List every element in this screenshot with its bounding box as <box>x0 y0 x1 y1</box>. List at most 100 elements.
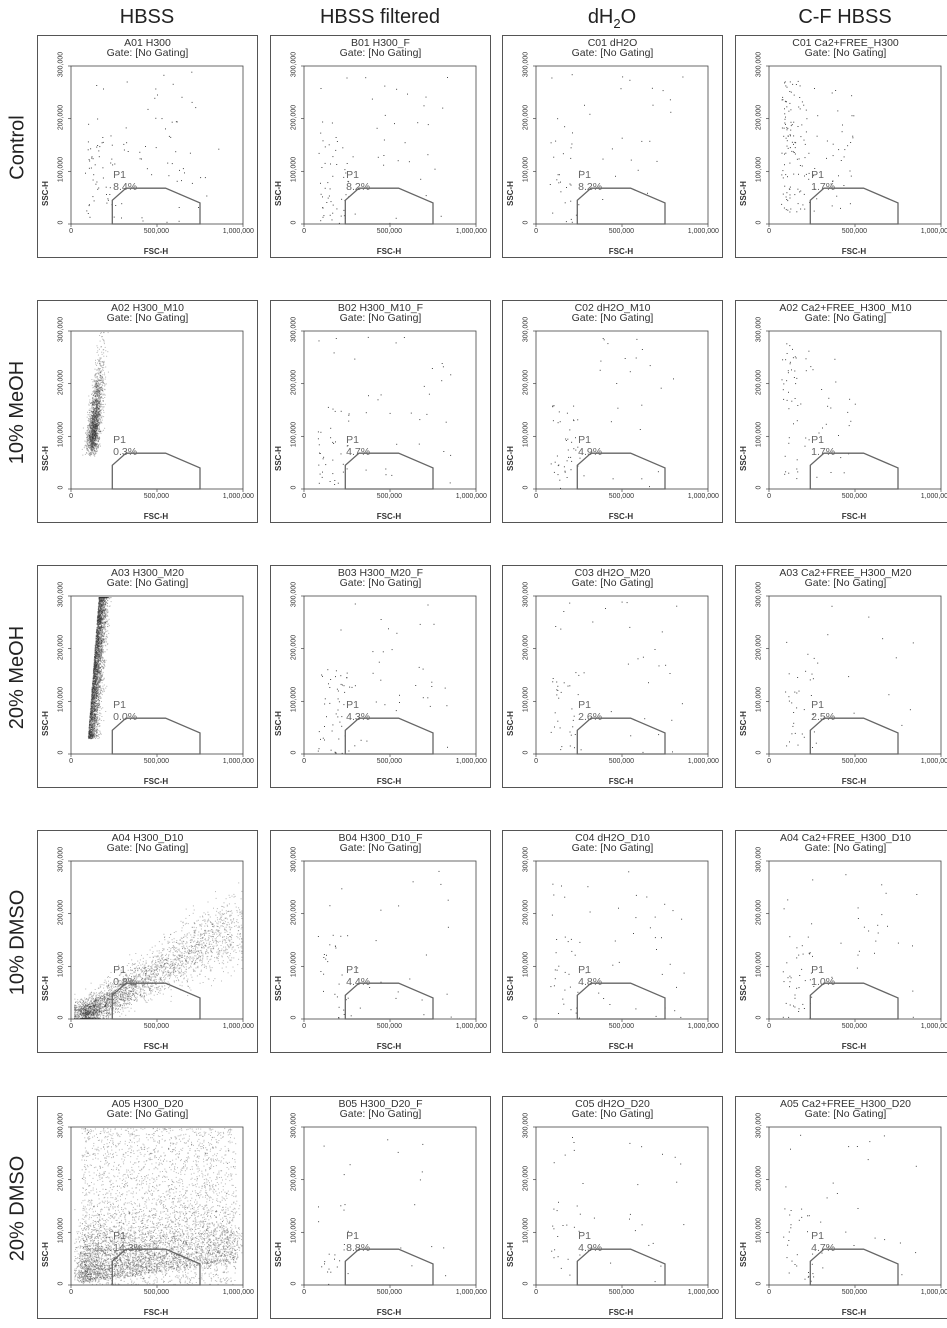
event-point <box>790 130 791 131</box>
x-tick-label: 500,000 <box>842 228 867 235</box>
event-point <box>102 385 103 386</box>
event-point <box>102 400 103 401</box>
gate-p1-polygon <box>345 453 433 489</box>
event-point <box>184 172 185 173</box>
event-point <box>87 412 88 413</box>
event-point <box>827 141 828 142</box>
event-point <box>94 432 95 433</box>
event-point <box>617 408 618 409</box>
event-point <box>91 439 92 440</box>
event-point <box>104 342 105 343</box>
event-point <box>101 413 102 414</box>
event-point <box>99 393 100 394</box>
event-point <box>95 413 96 414</box>
event-point <box>98 386 99 387</box>
event-point <box>105 626 106 627</box>
event-point <box>101 406 102 407</box>
event-point <box>99 370 100 371</box>
event-point <box>787 128 788 129</box>
event-point <box>831 472 832 473</box>
event-point <box>800 191 801 192</box>
event-point <box>790 81 791 82</box>
event-point <box>336 208 337 209</box>
event-point <box>91 422 92 423</box>
event-point <box>330 164 331 165</box>
event-point <box>99 380 100 381</box>
event-point <box>96 726 97 727</box>
event-point <box>99 405 100 406</box>
event-point <box>325 146 326 147</box>
event-point <box>94 386 95 387</box>
event-point <box>787 140 788 141</box>
event-point <box>97 347 98 348</box>
event-point <box>325 188 326 189</box>
event-point <box>94 405 95 406</box>
event-point <box>850 421 851 422</box>
event-point <box>787 353 788 354</box>
event-point <box>320 432 321 433</box>
event-point <box>101 352 102 353</box>
event-point <box>98 420 99 421</box>
event-point <box>789 188 790 189</box>
gate-name: P1 <box>811 169 824 181</box>
event-point <box>96 737 97 738</box>
event-point <box>337 141 338 142</box>
event-point <box>91 450 92 451</box>
event-point <box>426 97 427 98</box>
gate-p1-polygon <box>112 188 200 224</box>
event-point <box>793 423 794 424</box>
event-point <box>106 356 107 357</box>
event-point <box>100 706 101 707</box>
x-tick-label: 1,000,000 <box>456 493 487 500</box>
x-tick-label: 0 <box>534 493 538 500</box>
event-point <box>98 188 99 189</box>
event-point <box>90 148 91 149</box>
event-point <box>806 110 807 111</box>
event-point <box>107 624 108 625</box>
event-point <box>368 395 369 396</box>
event-point <box>789 163 790 164</box>
event-point <box>567 477 568 478</box>
event-point <box>97 350 98 351</box>
event-point <box>424 386 425 387</box>
event-point <box>96 447 97 448</box>
event-point <box>102 388 103 389</box>
event-point <box>104 386 105 387</box>
event-point <box>88 213 89 214</box>
gate-percentage: 4.7% <box>346 446 370 458</box>
event-point <box>90 449 91 450</box>
event-point <box>99 408 100 409</box>
event-point <box>104 642 105 643</box>
event-point <box>88 428 89 429</box>
y-tick-label: 200,000 <box>291 362 298 402</box>
event-point <box>88 421 89 422</box>
event-point <box>99 726 100 727</box>
event-point <box>804 209 805 210</box>
event-point <box>802 166 803 167</box>
event-point <box>93 433 94 434</box>
event-point <box>167 163 168 164</box>
event-point <box>170 137 171 138</box>
event-point <box>783 136 784 137</box>
x-tick-label: 500,000 <box>609 493 634 500</box>
event-point <box>100 690 101 691</box>
event-point <box>140 158 141 159</box>
event-point <box>90 709 91 710</box>
event-point <box>99 395 100 396</box>
event-point <box>95 377 96 378</box>
event-point <box>816 477 817 478</box>
event-point <box>98 373 99 374</box>
event-point <box>95 436 96 437</box>
event-point <box>96 394 97 395</box>
event-point <box>852 137 853 138</box>
event-point <box>787 146 788 147</box>
event-point <box>86 453 87 454</box>
event-point <box>427 154 428 155</box>
event-point <box>90 435 91 436</box>
event-point <box>580 458 581 459</box>
event-point <box>101 679 102 680</box>
event-point <box>101 393 102 394</box>
event-point <box>102 380 103 381</box>
event-point <box>102 694 103 695</box>
event-point <box>100 632 101 633</box>
